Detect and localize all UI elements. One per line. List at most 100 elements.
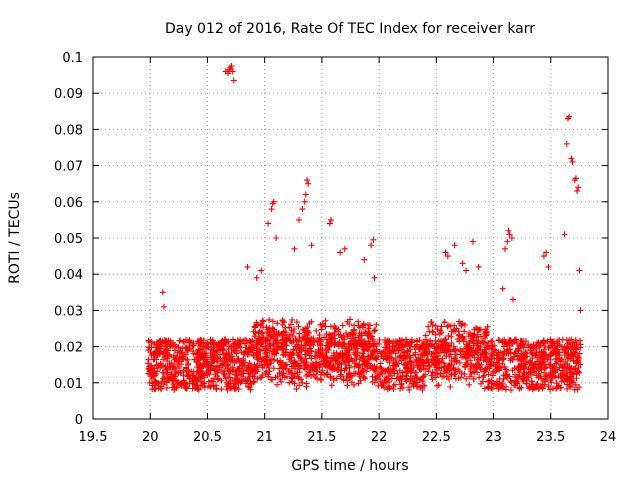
- data-point: [197, 354, 204, 361]
- data-point: [151, 386, 158, 393]
- data-point: [559, 346, 566, 353]
- data-point: [520, 378, 527, 385]
- data-point: [271, 326, 278, 333]
- data-point: [542, 364, 549, 371]
- data-point: [151, 372, 158, 379]
- data-point: [282, 365, 289, 372]
- data-point: [245, 376, 252, 383]
- data-point: [210, 351, 217, 358]
- data-point: [396, 377, 403, 384]
- data-point: [541, 369, 548, 376]
- data-point: [145, 356, 152, 363]
- data-point: [430, 353, 437, 360]
- data-point: [576, 267, 583, 274]
- data-point: [263, 324, 270, 331]
- data-point: [346, 331, 353, 338]
- data-point: [527, 369, 534, 376]
- data-point: [250, 352, 257, 359]
- data-point: [398, 381, 405, 388]
- data-point: [528, 350, 535, 357]
- data-point: [543, 249, 550, 256]
- data-point: [520, 339, 527, 346]
- data-point: [469, 238, 476, 245]
- data-point: [296, 382, 303, 389]
- data-point: [469, 332, 476, 339]
- data-point: [322, 317, 329, 324]
- data-point: [416, 377, 423, 384]
- data-point: [362, 361, 369, 368]
- data-point: [313, 327, 320, 334]
- data-point: [505, 227, 512, 234]
- data-point: [328, 335, 335, 342]
- data-point: [564, 354, 571, 361]
- data-point: [353, 341, 360, 348]
- data-point: [397, 337, 404, 344]
- data-point: [302, 351, 309, 358]
- data-point: [281, 319, 288, 326]
- data-point: [255, 338, 262, 345]
- data-point: [182, 381, 189, 388]
- data-point: [236, 359, 243, 366]
- data-point: [360, 367, 367, 374]
- data-point: [180, 377, 187, 384]
- data-point: [186, 369, 193, 376]
- data-point: [283, 335, 290, 342]
- data-point: [383, 341, 390, 348]
- y-axis-ticks: 0 0.01 0.02 0.03 0.04 0.05 0.06 0.07 0.08 0.09 0.1: [54, 51, 608, 428]
- data-point: [575, 184, 582, 191]
- data-point: [307, 345, 314, 352]
- data-point: [202, 360, 209, 367]
- data-point: [539, 383, 546, 390]
- data-point: [520, 366, 527, 373]
- data-point: [280, 351, 287, 358]
- data-point: [447, 383, 454, 390]
- data-point: [287, 338, 294, 345]
- data-point: [564, 385, 571, 392]
- y-tick-label: 0.07: [54, 160, 83, 175]
- data-point: [400, 343, 407, 350]
- data-point: [231, 380, 238, 387]
- data-point: [514, 365, 521, 372]
- data-point: [502, 383, 509, 390]
- data-point: [316, 363, 323, 370]
- data-point: [255, 356, 262, 363]
- data-point: [341, 245, 348, 252]
- data-point: [170, 354, 177, 361]
- data-point: [463, 375, 470, 382]
- data-point: [292, 361, 299, 368]
- data-point: [390, 338, 397, 345]
- data-point: [425, 323, 432, 330]
- data-point: [445, 344, 452, 351]
- data-point: [451, 242, 458, 249]
- data-point: [291, 245, 298, 252]
- data-point: [448, 361, 455, 368]
- data-point: [568, 336, 575, 343]
- data-point: [568, 155, 575, 162]
- data-point: [507, 387, 514, 394]
- data-point: [344, 382, 351, 389]
- data-point: [352, 349, 359, 356]
- data-point: [577, 307, 584, 314]
- y-tick-label: 0.06: [54, 196, 83, 211]
- data-point: [196, 350, 203, 357]
- data-point: [289, 333, 296, 340]
- data-point: [278, 370, 285, 377]
- data-point: [376, 336, 383, 343]
- data-point: [542, 376, 549, 383]
- data-point: [409, 352, 416, 359]
- data-point: [564, 360, 571, 367]
- data-point: [526, 366, 533, 373]
- data-point: [386, 339, 393, 346]
- data-point: [451, 355, 458, 362]
- data-point: [240, 355, 247, 362]
- data-point: [189, 385, 196, 392]
- data-point: [303, 380, 310, 387]
- data-point: [508, 379, 515, 386]
- data-point: [442, 249, 449, 256]
- data-point: [392, 360, 399, 367]
- data-point: [469, 352, 476, 359]
- data-point: [209, 337, 216, 344]
- y-tick-label: 0.02: [54, 341, 83, 356]
- data-point: [411, 378, 418, 385]
- data-point: [146, 344, 153, 351]
